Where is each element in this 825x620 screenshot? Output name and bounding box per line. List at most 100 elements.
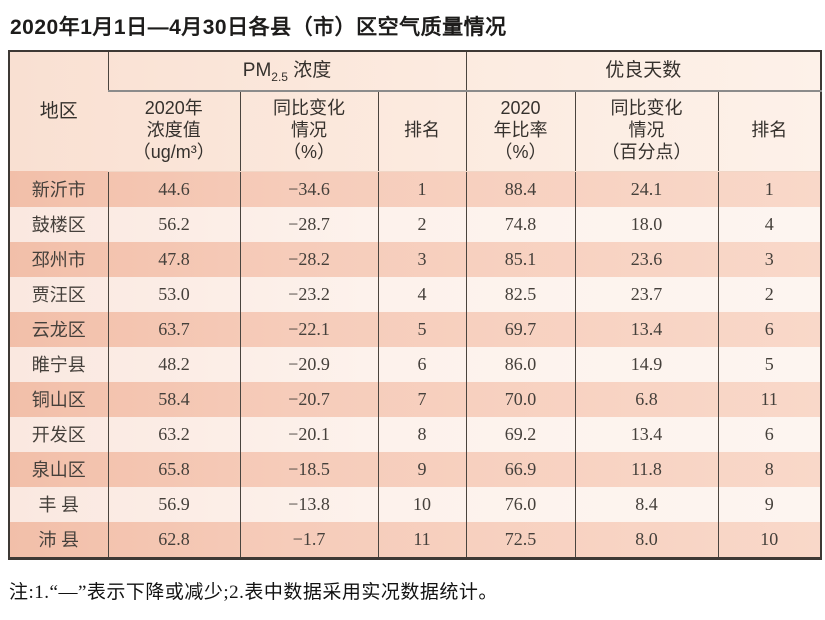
header-group-row: 地区 PM2.5 浓度 优良天数 (9, 51, 821, 122)
region-cell: 鼓楼区 (31, 215, 86, 235)
region-cell: 铜山区 (31, 390, 86, 410)
table-body: 新沂市 44.6 −34.6 1 88.4 24.1 1 鼓楼区 56.2 −28.7 2 74.8 1… (9, 171, 821, 558)
pm-change-cell: −18.5 (239, 451, 378, 487)
good-rank-cell: 5 (717, 346, 821, 382)
region-cell: 云龙区 (31, 320, 86, 340)
good-ratio-cell: 70.0 (465, 381, 575, 417)
pm-value-cell: 48.2 (107, 346, 240, 382)
region-cell: 睢宁县 (31, 355, 86, 375)
good-change-cell: 13.4 (574, 311, 718, 347)
table-row: 铜山区 58.4 −20.7 7 70.0 6.8 11 (9, 381, 821, 417)
header-pm25-group: PM2.5 浓度 (107, 51, 466, 92)
footnote: 注:1.“—”表示下降或减少;2.表中数据采用实况数据统计。 (9, 581, 498, 603)
table-row: 开发区 63.2 −20.1 8 69.2 13.4 6 (9, 416, 821, 452)
pm-rank-cell: 5 (377, 311, 466, 347)
good-rank-cell: 11 (717, 381, 821, 417)
table-row: 丰 县 56.9 −13.8 10 76.0 8.4 9 (9, 486, 821, 522)
good-ratio-cell: 76.0 (465, 486, 575, 522)
pm-rank-cell: 4 (377, 276, 466, 312)
good-change-cell: 23.7 (574, 276, 718, 312)
good-change-cell: 14.9 (574, 346, 718, 382)
good-ratio-cell: 86.0 (465, 346, 575, 382)
air-quality-table: 地区 PM2.5 浓度 优良天数 2020年 浓度值 （ug/m³） 同比变化 … (8, 50, 822, 560)
region-cell: 贾汪区 (31, 285, 86, 305)
good-ratio-cell: 74.8 (465, 206, 575, 242)
pm-value-cell: 62.8 (107, 521, 240, 558)
pm-rank-cell: 10 (377, 486, 466, 522)
pm-change-cell: −20.7 (239, 381, 378, 417)
table-header: 地区 PM2.5 浓度 优良天数 2020年 浓度值 （ug/m³） 同比变化 … (9, 51, 821, 172)
table-row: 沛 县 62.8 −1.7 11 72.5 8.0 10 (9, 521, 821, 558)
pm-rank-cell: 3 (377, 241, 466, 277)
table-row: 新沂市 44.6 −34.6 1 88.4 24.1 1 (9, 171, 821, 207)
good-ratio-cell: 69.2 (465, 416, 575, 452)
good-change-cell: 18.0 (574, 206, 718, 242)
good-rank-cell: 1 (717, 171, 821, 207)
region-cell: 邳州市 (31, 250, 86, 270)
pm-rank-cell: 8 (377, 416, 466, 452)
region-cell: 新沂市 (31, 179, 86, 200)
pm-change-cell: −20.9 (239, 346, 378, 382)
pm-rank-cell: 11 (377, 521, 466, 558)
good-rank-cell: 10 (717, 521, 821, 558)
pm-value-cell: 56.9 (107, 486, 240, 522)
pm-change-cell: −28.2 (239, 241, 378, 277)
pm-rank-cell: 2 (377, 206, 466, 242)
region-cell: 沛 县 (38, 530, 80, 550)
good-rank-cell: 6 (717, 311, 821, 347)
pm-value-cell: 63.2 (107, 416, 240, 452)
region-cell: 丰 县 (38, 495, 80, 515)
header-good-rank: 排名 (717, 91, 821, 172)
pm-value-cell: 47.8 (107, 241, 240, 277)
pm-rank-cell: 7 (377, 381, 466, 417)
pm-change-cell: −22.1 (239, 311, 378, 347)
good-rank-cell: 9 (717, 486, 821, 522)
good-ratio-cell: 72.5 (465, 521, 575, 558)
good-change-cell: 23.6 (574, 241, 718, 277)
region-cell: 开发区 (31, 425, 86, 445)
page-title: 2020年1月1日—4月30日各县（市）区空气质量情况 (10, 16, 507, 39)
good-ratio-cell: 69.7 (465, 311, 575, 347)
pm-rank-cell: 1 (377, 171, 466, 207)
good-rank-cell: 8 (717, 451, 821, 487)
good-ratio-cell: 66.9 (465, 451, 575, 487)
pm-change-cell: −20.1 (239, 416, 378, 452)
header-pm-change: 同比变化 情况 （%） (239, 91, 378, 172)
pm-change-cell: −34.6 (239, 171, 378, 207)
good-change-cell: 8.4 (574, 486, 718, 522)
header-sub-row: 2020年 浓度值 （ug/m³） 同比变化 情况 （%） 排名 2020 年比… (9, 91, 821, 172)
table-row: 贾汪区 53.0 −23.2 4 82.5 23.7 2 (9, 276, 821, 312)
pm-value-cell: 63.7 (107, 311, 240, 347)
good-ratio-cell: 82.5 (465, 276, 575, 312)
good-change-cell: 8.0 (574, 521, 718, 558)
header-pm-value: 2020年 浓度值 （ug/m³） (108, 91, 240, 172)
pm-rank-cell: 6 (377, 346, 466, 382)
good-change-cell: 13.4 (574, 416, 718, 452)
header-good-ratio: 2020 年比率 （%） (465, 91, 575, 172)
table-row: 云龙区 63.7 −22.1 5 69.7 13.4 6 (9, 311, 821, 347)
pm-value-cell: 44.6 (107, 171, 240, 207)
good-rank-cell: 4 (717, 206, 821, 242)
pm-value-cell: 65.8 (107, 451, 240, 487)
pm-rank-cell: 9 (377, 451, 466, 487)
table-row: 睢宁县 48.2 −20.9 6 86.0 14.9 5 (9, 346, 821, 382)
header-good-change: 同比变化 情况 （百分点） (574, 91, 718, 172)
table-row: 邳州市 47.8 −28.2 3 85.1 23.6 3 (9, 241, 821, 277)
good-rank-cell: 3 (717, 241, 821, 277)
pm-value-cell: 58.4 (107, 381, 240, 417)
pm-change-cell: −13.8 (239, 486, 378, 522)
good-rank-cell: 2 (717, 276, 821, 312)
header-region: 地区 (39, 100, 78, 122)
header-pm-rank: 排名 (377, 91, 466, 172)
pm-change-cell: −1.7 (239, 521, 378, 558)
good-change-cell: 24.1 (574, 171, 718, 207)
pm-change-cell: −23.2 (239, 276, 378, 312)
good-ratio-cell: 88.4 (465, 171, 575, 207)
good-change-cell: 11.8 (574, 451, 718, 487)
pm25-label-base: PM (242, 60, 272, 82)
pm-value-cell: 53.0 (107, 276, 240, 312)
table-row: 鼓楼区 56.2 −28.7 2 74.8 18.0 4 (9, 206, 821, 242)
pm-change-cell: −28.7 (239, 206, 378, 242)
table-row: 泉山区 65.8 −18.5 9 66.9 11.8 8 (9, 451, 821, 487)
